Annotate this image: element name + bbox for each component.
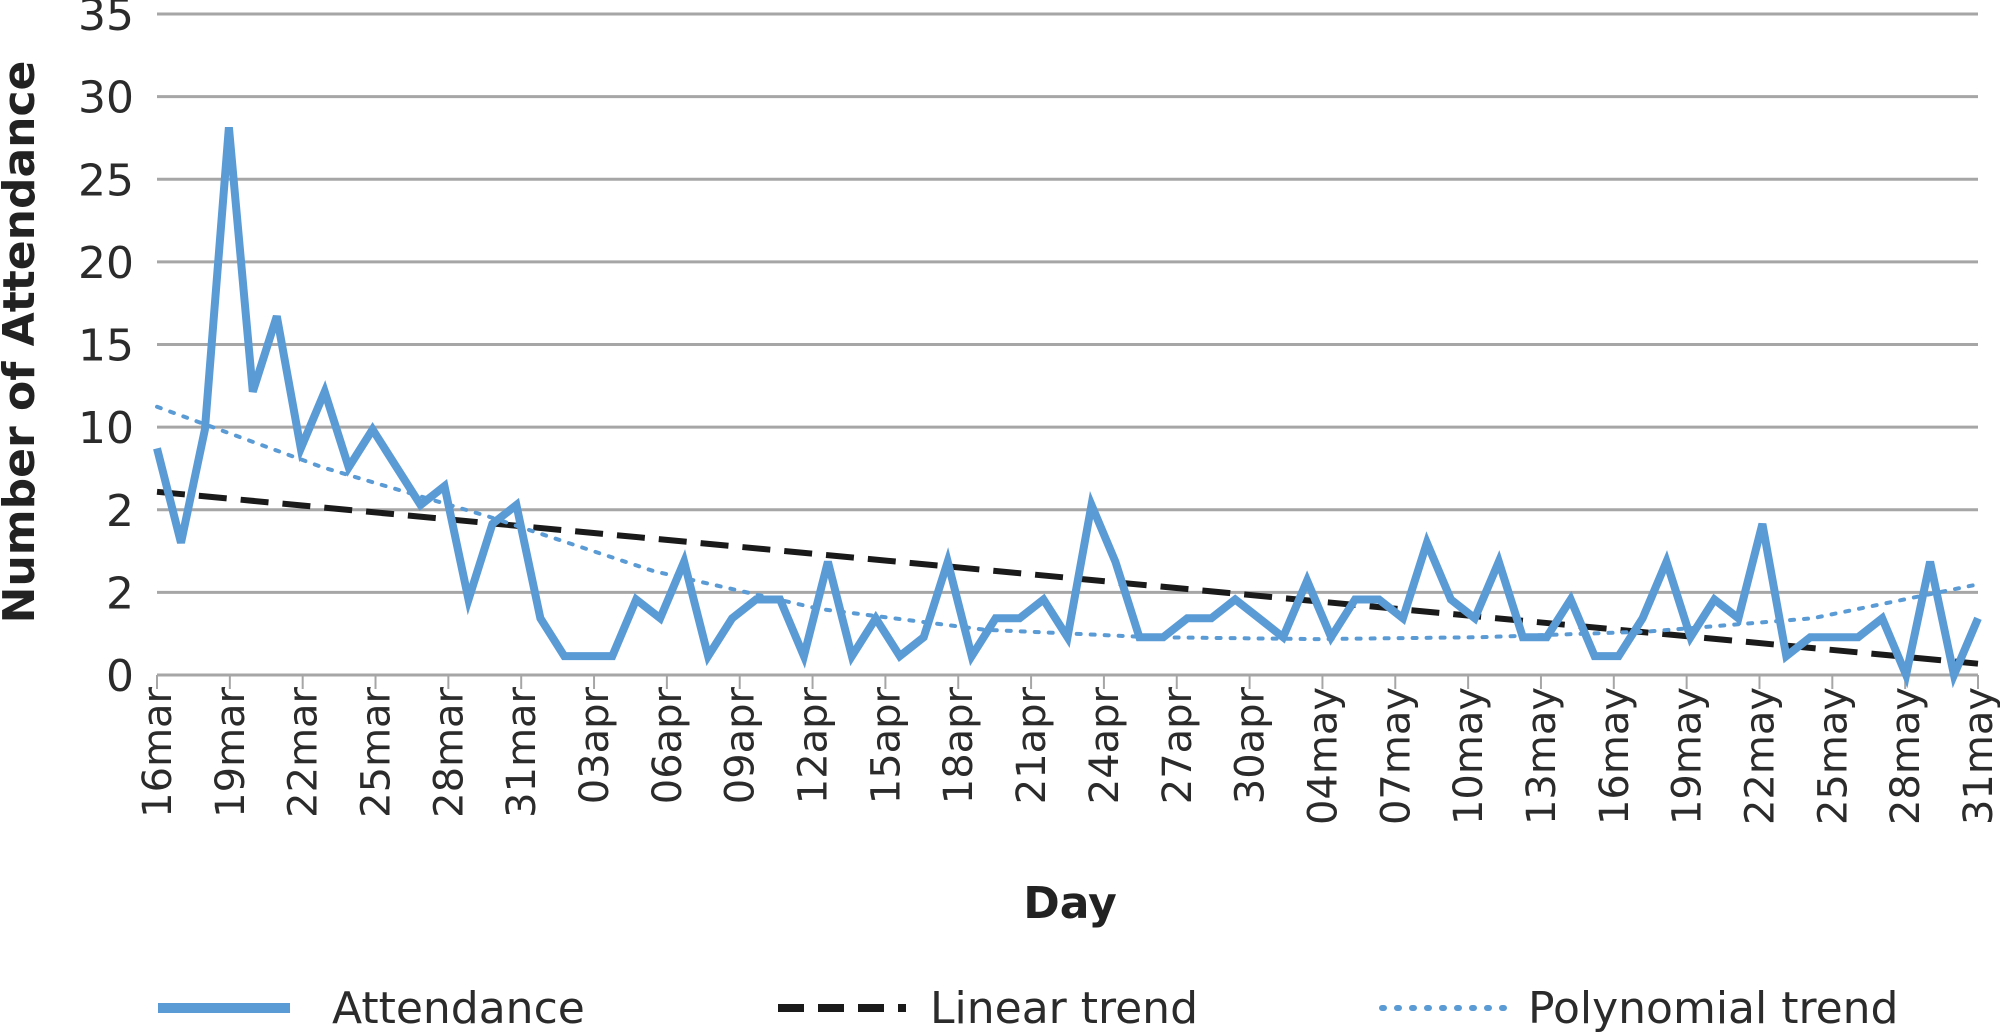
x-tick-label: 07may <box>1373 687 1419 825</box>
y-tick-label: 35 <box>78 0 134 41</box>
legend-label: Linear trend <box>930 983 1198 1034</box>
x-tick-label: 27apr <box>1155 686 1201 804</box>
x-tick-label: 22mar <box>281 686 327 817</box>
legend: Attendance Linear trend Polynomial trend <box>158 983 1898 1034</box>
x-tick-label: 22may <box>1737 687 1783 825</box>
x-axis-title: Day <box>1023 878 1117 929</box>
x-tick-label: 19mar <box>208 686 254 817</box>
y-tick-label: 10 <box>78 403 134 454</box>
series-layer <box>153 126 1982 689</box>
x-tick-label: 31may <box>1956 687 2000 825</box>
x-tick-label: 10may <box>1446 687 1492 825</box>
x-tick-label: 09apr <box>718 686 764 804</box>
gridlines <box>157 12 1978 677</box>
x-axis-ticks: 16mar 19mar 22mar 25mar 28mar 31mar 03apr 06apr… <box>135 673 2000 825</box>
x-tick-label: 25mar <box>354 686 400 817</box>
x-tick-label: 16mar <box>135 686 181 817</box>
x-tick-label: 28may <box>1883 687 1929 825</box>
x-tick-label: 30apr <box>1228 686 1274 804</box>
y-tick-label: 2 <box>106 568 134 619</box>
series-line-polynomial-trend <box>155 404 1980 642</box>
x-tick-label: 31mar <box>499 686 545 817</box>
x-tick-label: 24apr <box>1082 686 1128 804</box>
y-tick-label: 15 <box>78 321 134 372</box>
attendance-points <box>156 127 1979 676</box>
y-axis-ticks: 0 2 2 10 15 20 25 30 35 <box>78 0 134 702</box>
x-tick-label: 25may <box>1810 687 1856 825</box>
legend-label: Attendance <box>332 983 585 1034</box>
x-tick-label: 15apr <box>863 686 909 804</box>
series-line-linear-trend <box>156 488 1979 667</box>
x-tick-label: 19may <box>1665 687 1711 825</box>
x-tick-label: 12apr <box>791 686 837 804</box>
x-tick-label: 28mar <box>426 686 472 817</box>
y-tick-label: 25 <box>78 155 134 206</box>
y-tick-label: 20 <box>78 238 134 289</box>
x-tick-label: 21apr <box>1009 686 1055 804</box>
x-tick-label: 03apr <box>572 686 618 804</box>
x-tick-label: 13may <box>1519 687 1565 825</box>
x-tick-label: 04may <box>1300 687 1346 825</box>
y-tick-label: 0 <box>106 651 134 702</box>
y-axis-title: Number of Attendance <box>0 61 45 624</box>
y-tick-label: 2 <box>106 486 134 537</box>
legend-label: Polynomial trend <box>1528 983 1898 1034</box>
x-tick-label: 16may <box>1592 687 1638 825</box>
x-tick-label: 18apr <box>936 686 982 804</box>
x-tick-label: 06apr <box>645 686 691 804</box>
y-tick-label: 30 <box>78 73 134 124</box>
